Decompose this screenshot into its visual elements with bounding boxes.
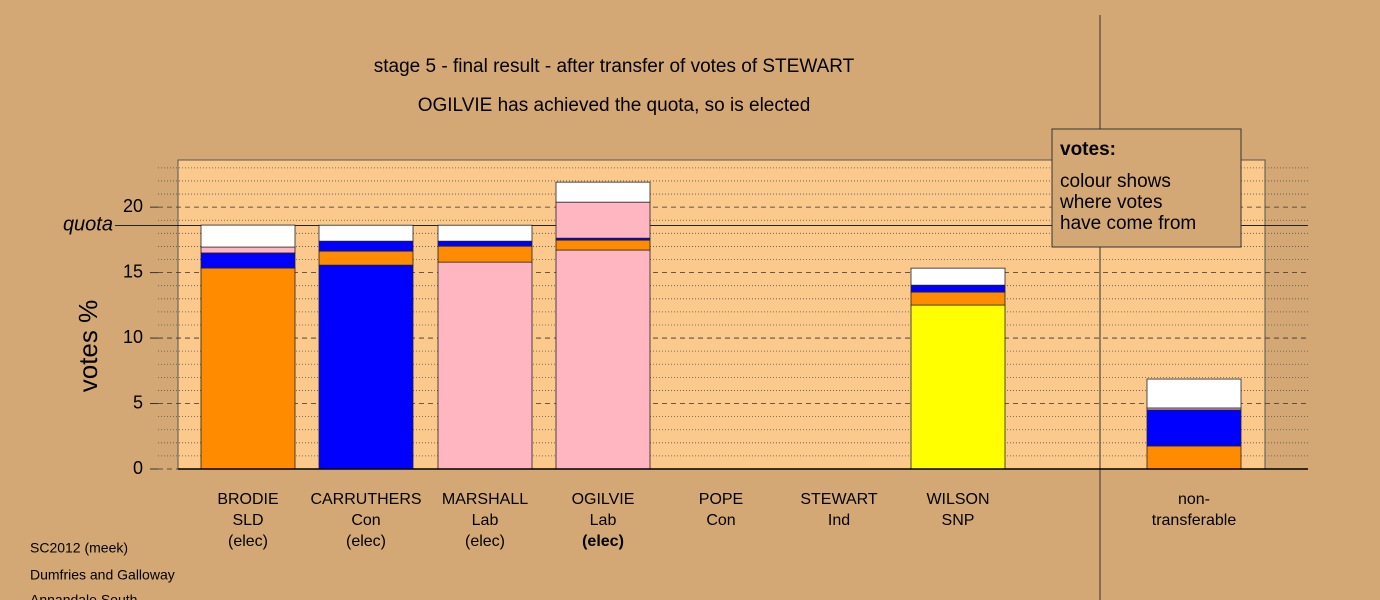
bar-segment bbox=[1146, 378, 1242, 409]
bar-segment bbox=[200, 224, 296, 248]
bar-segment bbox=[318, 224, 414, 242]
x-tick-label: Con bbox=[706, 512, 735, 529]
x-tick-label: (elec) bbox=[465, 533, 505, 550]
footer-line: Annandale South bbox=[30, 592, 137, 600]
bar-segment bbox=[910, 267, 1006, 286]
legend-title: votes: bbox=[1060, 139, 1116, 160]
x-tick-label: SLD bbox=[232, 512, 263, 529]
x-tick-label: Lab bbox=[590, 512, 617, 529]
bar-segment bbox=[910, 284, 1006, 293]
y-tick-label: 10 bbox=[123, 327, 143, 347]
bar-segment bbox=[200, 267, 296, 470]
footer-line: Dumfries and Galloway bbox=[30, 567, 175, 583]
y-tick-label: 15 bbox=[123, 261, 143, 281]
bar-segment bbox=[200, 246, 296, 254]
bar-segment bbox=[910, 304, 1006, 470]
x-tick-label: (elec) bbox=[346, 533, 386, 550]
bar-segment bbox=[555, 201, 651, 239]
bar-segment bbox=[200, 252, 296, 269]
x-tick-label: POPE bbox=[699, 491, 743, 508]
x-tick-label: STEWART bbox=[800, 491, 878, 508]
bar-segment bbox=[318, 250, 414, 266]
x-tick-label: BRODIE bbox=[217, 491, 278, 508]
bar-segment bbox=[910, 291, 1006, 306]
chart-title: stage 5 - final result - after transfer … bbox=[374, 56, 855, 77]
quota-label: quota bbox=[63, 214, 113, 236]
bar-segment bbox=[555, 181, 651, 203]
bar-segment bbox=[437, 240, 533, 247]
bar-segment bbox=[437, 261, 533, 470]
bar-segment bbox=[318, 240, 414, 252]
y-tick-label: 20 bbox=[123, 196, 143, 216]
x-tick-label: SNP bbox=[942, 512, 975, 529]
x-tick-label: Con bbox=[351, 512, 380, 529]
y-tick-label: 0 bbox=[133, 458, 143, 478]
x-tick-label: (elec) bbox=[582, 533, 624, 550]
x-tick-label: Lab bbox=[472, 512, 499, 529]
legend-text: where votes bbox=[1059, 192, 1162, 213]
x-tick-label: (elec) bbox=[228, 533, 268, 550]
x-tick-label: transferable bbox=[1152, 512, 1237, 529]
x-tick-label: Ind bbox=[828, 512, 850, 529]
bar-segment bbox=[555, 249, 651, 470]
chart-subtitle: OGILVIE has achieved the quota, so is el… bbox=[418, 95, 811, 116]
y-tick-label: 5 bbox=[133, 392, 143, 412]
legend-text: have come from bbox=[1060, 213, 1196, 234]
bar-segment bbox=[437, 224, 533, 242]
x-tick-label: MARSHALL bbox=[442, 491, 528, 508]
legend-box bbox=[1051, 128, 1242, 248]
footer-line: SC2012 (meek) bbox=[30, 540, 128, 556]
bar-segment bbox=[318, 264, 414, 470]
bar-segment bbox=[437, 245, 533, 263]
x-tick-label: CARRUTHERS bbox=[310, 491, 421, 508]
legend-text: colour shows bbox=[1060, 171, 1171, 192]
bar-segment bbox=[1146, 409, 1242, 447]
bar-segment bbox=[555, 239, 651, 251]
x-tick-label: OGILVIE bbox=[572, 491, 635, 508]
y-axis-label: votes % bbox=[73, 300, 103, 393]
x-tick-label: non- bbox=[1178, 491, 1210, 508]
bar-segment bbox=[1146, 445, 1242, 470]
x-tick-label: WILSON bbox=[926, 491, 989, 508]
